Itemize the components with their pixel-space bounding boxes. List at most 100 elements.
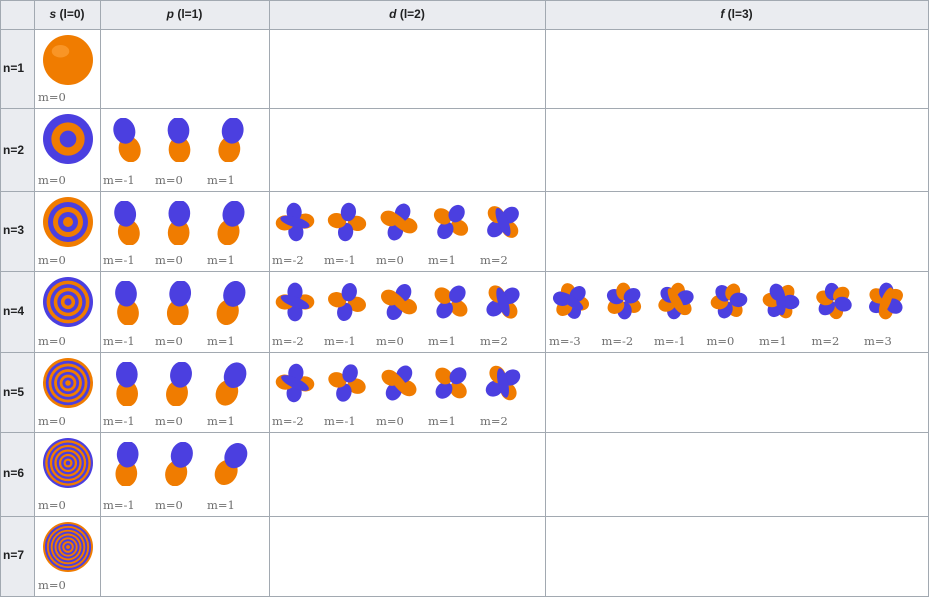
orbital-4f-m3 bbox=[869, 282, 903, 320]
orbital-3p-m1 bbox=[217, 201, 245, 245]
m-label: m=1 bbox=[207, 414, 235, 428]
orbital-3d-m1 bbox=[433, 204, 469, 240]
m-label: m=0 bbox=[155, 498, 183, 512]
m-label: m=1 bbox=[207, 173, 235, 187]
orbital-4d-m1 bbox=[434, 285, 468, 319]
orbital-4d-m2 bbox=[486, 285, 520, 319]
m-label: m=2 bbox=[811, 334, 840, 348]
m-label: m=0 bbox=[376, 253, 404, 267]
m-label: m=0 bbox=[155, 173, 183, 187]
col-header-d: d (l=2) bbox=[389, 7, 425, 21]
m-label: m=-2 bbox=[272, 334, 304, 348]
m-label: m=0 bbox=[38, 498, 66, 512]
m-label: m=-2 bbox=[601, 334, 634, 348]
m-label: m=-1 bbox=[103, 253, 135, 267]
m-label: m=-1 bbox=[654, 334, 686, 348]
row-header-n6: n=6 bbox=[3, 466, 25, 480]
grid-vline bbox=[269, 0, 270, 597]
m-label: m=-1 bbox=[103, 334, 135, 348]
m-label: m=-3 bbox=[549, 334, 581, 348]
orbital-4f-m-3 bbox=[552, 283, 590, 319]
orbital-5p-m0 bbox=[166, 362, 192, 406]
row-header-n3: n=3 bbox=[3, 223, 25, 237]
orbital-2p-m-1 bbox=[113, 118, 141, 162]
orbital-6p-m-1 bbox=[115, 442, 139, 486]
orbital-4f-m0 bbox=[710, 283, 747, 319]
orbital-4f-m1 bbox=[762, 283, 800, 319]
orbital-4d-m-2 bbox=[275, 282, 315, 322]
orbital-7s-m0 bbox=[43, 522, 93, 572]
m-label: m=0 bbox=[38, 334, 66, 348]
orbital-5p-m-1 bbox=[116, 362, 138, 406]
orbital-4s-m0 bbox=[43, 277, 93, 327]
orbital-5d-m-2 bbox=[275, 363, 315, 403]
m-label: m=0 bbox=[38, 414, 66, 428]
orbital-1s-m0 bbox=[43, 35, 93, 85]
m-label: m=-1 bbox=[324, 253, 356, 267]
grid-vline bbox=[545, 0, 546, 597]
orbital-6p-m1 bbox=[214, 442, 248, 486]
grid-hline bbox=[0, 191, 929, 192]
orbital-4p-m0 bbox=[166, 281, 192, 325]
orbital-3d-m2 bbox=[487, 206, 519, 238]
grid-hline bbox=[0, 352, 929, 353]
orbital-4d-m-1 bbox=[328, 283, 366, 321]
orbital-6s-m0 bbox=[43, 438, 93, 488]
row-header-bg bbox=[0, 0, 34, 597]
m-label: m=1 bbox=[207, 498, 235, 512]
m-label: m=0 bbox=[38, 578, 66, 592]
row-header-n5: n=5 bbox=[3, 385, 25, 399]
m-label: m=-2 bbox=[272, 253, 304, 267]
orbital-4f-m-2 bbox=[606, 282, 641, 320]
header-row-bg bbox=[0, 0, 929, 29]
grid-hline bbox=[0, 516, 929, 517]
orbital-6p-m0 bbox=[165, 442, 193, 486]
orbital-4p-m-1 bbox=[115, 281, 139, 325]
m-label: m=0 bbox=[376, 334, 404, 348]
m-label: m=0 bbox=[38, 90, 66, 104]
m-label: m=-1 bbox=[324, 334, 356, 348]
orbital-5p-m1 bbox=[215, 362, 247, 406]
col-header-s: s (l=0) bbox=[49, 7, 85, 21]
m-label: m=1 bbox=[207, 253, 235, 267]
grid-hline bbox=[0, 432, 929, 433]
row-header-n1: n=1 bbox=[3, 61, 25, 75]
orbital-2s-m0 bbox=[43, 114, 93, 164]
m-label: m=-1 bbox=[103, 414, 135, 428]
m-label: m=0 bbox=[155, 334, 183, 348]
m-label: m=1 bbox=[759, 334, 787, 348]
orbital-5s-m0 bbox=[43, 358, 93, 408]
orbital-5d-m0 bbox=[381, 365, 417, 401]
m-label: m=1 bbox=[428, 253, 456, 267]
orbital-4f-m-1 bbox=[658, 282, 694, 320]
m-label: m=3 bbox=[864, 334, 892, 348]
grid-hline bbox=[0, 29, 929, 30]
orbital-4f-m2 bbox=[815, 282, 852, 320]
orbital-3d-m0 bbox=[380, 203, 418, 241]
orbital-2p-m1 bbox=[218, 118, 244, 162]
m-label: m=1 bbox=[207, 334, 235, 348]
row-header-n7: n=7 bbox=[3, 548, 25, 562]
grid-hline bbox=[0, 271, 929, 272]
m-label: m=-2 bbox=[272, 414, 304, 428]
m-label: m=-1 bbox=[103, 173, 135, 187]
orbital-2p-m0 bbox=[167, 118, 191, 162]
m-label: m=0 bbox=[38, 253, 66, 267]
m-label: m=2 bbox=[480, 414, 508, 428]
m-label: m=2 bbox=[480, 334, 508, 348]
m-label: m=-1 bbox=[324, 414, 356, 428]
m-label: m=2 bbox=[480, 253, 508, 267]
m-label: m=0 bbox=[155, 253, 183, 267]
orbital-3d-m-2 bbox=[275, 202, 315, 242]
row-header-n4: n=4 bbox=[3, 304, 25, 318]
m-label: m=0 bbox=[38, 173, 66, 187]
col-header-f: f (l=3) bbox=[720, 7, 753, 21]
orbital-3d-m-1 bbox=[327, 202, 367, 242]
grid-vline bbox=[34, 0, 35, 597]
orbital-4d-m0 bbox=[380, 283, 418, 321]
orbital-3p-m0 bbox=[167, 201, 191, 245]
m-label: m=1 bbox=[428, 414, 456, 428]
grid-hline bbox=[0, 0, 929, 1]
grid-vline bbox=[100, 0, 101, 597]
